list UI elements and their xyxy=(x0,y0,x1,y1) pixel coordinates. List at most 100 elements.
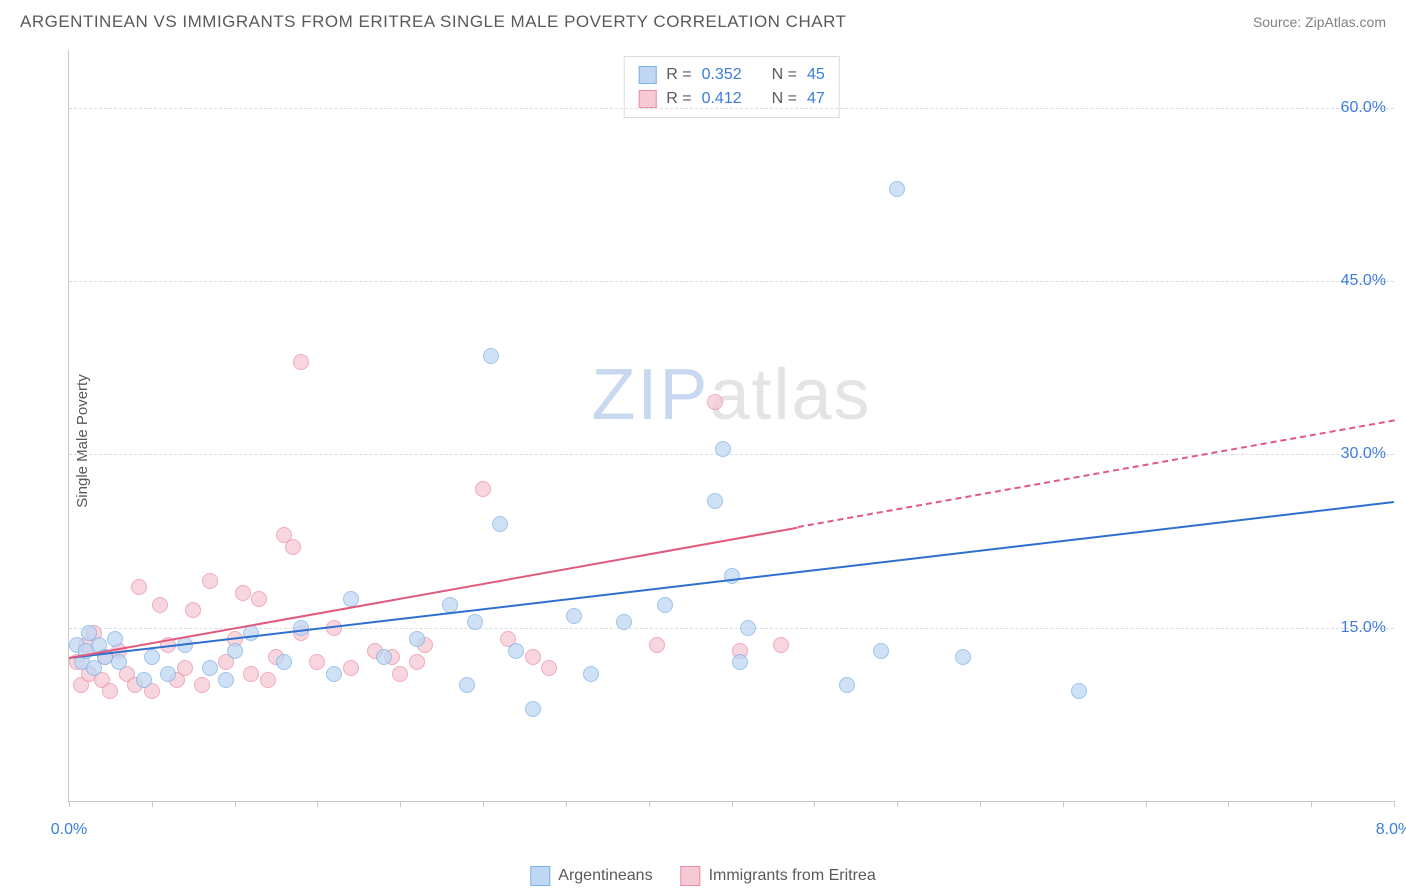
y-tick-label: 60.0% xyxy=(1341,99,1386,117)
data-point xyxy=(136,672,152,688)
legend-swatch xyxy=(681,866,701,886)
data-point xyxy=(649,637,665,653)
data-point xyxy=(243,666,259,682)
chart-title: ARGENTINEAN VS IMMIGRANTS FROM ERITREA S… xyxy=(20,12,846,32)
x-tick-label: 0.0% xyxy=(51,821,87,839)
plot-region: ZIPatlas R = 0.352 N = 45 R = 0.412 N = … xyxy=(68,50,1394,802)
data-point xyxy=(376,649,392,665)
data-point xyxy=(102,683,118,699)
n-label: N = xyxy=(772,63,797,87)
x-tick-mark xyxy=(814,801,815,807)
data-point xyxy=(409,654,425,670)
data-point xyxy=(707,394,723,410)
data-point xyxy=(293,620,309,636)
r-value: 0.352 xyxy=(702,63,742,87)
data-point xyxy=(616,614,632,630)
data-point xyxy=(583,666,599,682)
x-tick-mark xyxy=(400,801,401,807)
data-point xyxy=(1071,683,1087,699)
data-point xyxy=(732,654,748,670)
data-point xyxy=(251,591,267,607)
trend-line xyxy=(69,526,798,658)
y-tick-label: 45.0% xyxy=(1341,272,1386,290)
data-point xyxy=(740,620,756,636)
data-point xyxy=(144,649,160,665)
watermark-prefix: ZIP xyxy=(591,355,709,435)
watermark-suffix: atlas xyxy=(709,355,871,435)
data-point xyxy=(152,597,168,613)
data-point xyxy=(293,354,309,370)
x-tick-mark xyxy=(1228,801,1229,807)
chart-header: ARGENTINEAN VS IMMIGRANTS FROM ERITREA S… xyxy=(0,0,1406,40)
data-point xyxy=(343,660,359,676)
data-point xyxy=(243,625,259,641)
data-point xyxy=(525,701,541,717)
data-point xyxy=(492,516,508,532)
gridline xyxy=(69,281,1394,282)
x-tick-mark xyxy=(235,801,236,807)
chart-source: Source: ZipAtlas.com xyxy=(1253,14,1386,30)
data-point xyxy=(218,672,234,688)
data-point xyxy=(657,597,673,613)
data-point xyxy=(227,643,243,659)
x-tick-mark xyxy=(69,801,70,807)
legend-label: Immigrants from Eritrea xyxy=(709,867,876,884)
series-swatch xyxy=(638,66,656,84)
data-point xyxy=(483,348,499,364)
data-point xyxy=(773,637,789,653)
x-tick-mark xyxy=(1063,801,1064,807)
data-point xyxy=(111,654,127,670)
legend-swatch xyxy=(530,866,550,886)
data-point xyxy=(326,666,342,682)
x-tick-mark xyxy=(1146,801,1147,807)
data-point xyxy=(459,677,475,693)
legend-label: Argentineans xyxy=(558,867,652,884)
data-point xyxy=(707,493,723,509)
data-point xyxy=(889,181,905,197)
y-tick-label: 15.0% xyxy=(1341,619,1386,637)
x-tick-mark xyxy=(317,801,318,807)
n-value: 45 xyxy=(807,63,825,87)
data-point xyxy=(955,649,971,665)
data-point xyxy=(235,585,251,601)
x-tick-mark xyxy=(1311,801,1312,807)
data-point xyxy=(276,654,292,670)
data-point xyxy=(392,666,408,682)
data-point xyxy=(177,660,193,676)
data-point xyxy=(202,573,218,589)
chart-area: Single Male Poverty ZIPatlas R = 0.352 N… xyxy=(48,50,1394,832)
data-point xyxy=(309,654,325,670)
x-tick-mark xyxy=(1394,801,1395,807)
r-label: R = xyxy=(666,63,691,87)
gridline xyxy=(69,108,1394,109)
x-tick-mark xyxy=(649,801,650,807)
data-point xyxy=(475,481,491,497)
gridline xyxy=(69,628,1394,629)
x-tick-mark xyxy=(980,801,981,807)
data-point xyxy=(508,643,524,659)
bottom-legend: Argentineans Immigrants from Eritrea xyxy=(530,866,875,886)
data-point xyxy=(260,672,276,688)
data-point xyxy=(566,608,582,624)
data-point xyxy=(343,591,359,607)
trend-line xyxy=(69,501,1394,659)
legend-item: Immigrants from Eritrea xyxy=(681,866,876,886)
data-point xyxy=(541,660,557,676)
x-tick-mark xyxy=(152,801,153,807)
x-tick-label: 8.0% xyxy=(1376,821,1406,839)
data-point xyxy=(409,631,425,647)
data-point xyxy=(194,677,210,693)
data-point xyxy=(107,631,123,647)
watermark: ZIPatlas xyxy=(591,354,871,436)
y-tick-label: 30.0% xyxy=(1341,445,1386,463)
x-tick-mark xyxy=(897,801,898,807)
legend-item: Argentineans xyxy=(530,866,652,886)
x-tick-mark xyxy=(732,801,733,807)
x-tick-mark xyxy=(483,801,484,807)
data-point xyxy=(715,441,731,457)
data-point xyxy=(285,539,301,555)
data-point xyxy=(131,579,147,595)
data-point xyxy=(839,677,855,693)
data-point xyxy=(442,597,458,613)
data-point xyxy=(467,614,483,630)
